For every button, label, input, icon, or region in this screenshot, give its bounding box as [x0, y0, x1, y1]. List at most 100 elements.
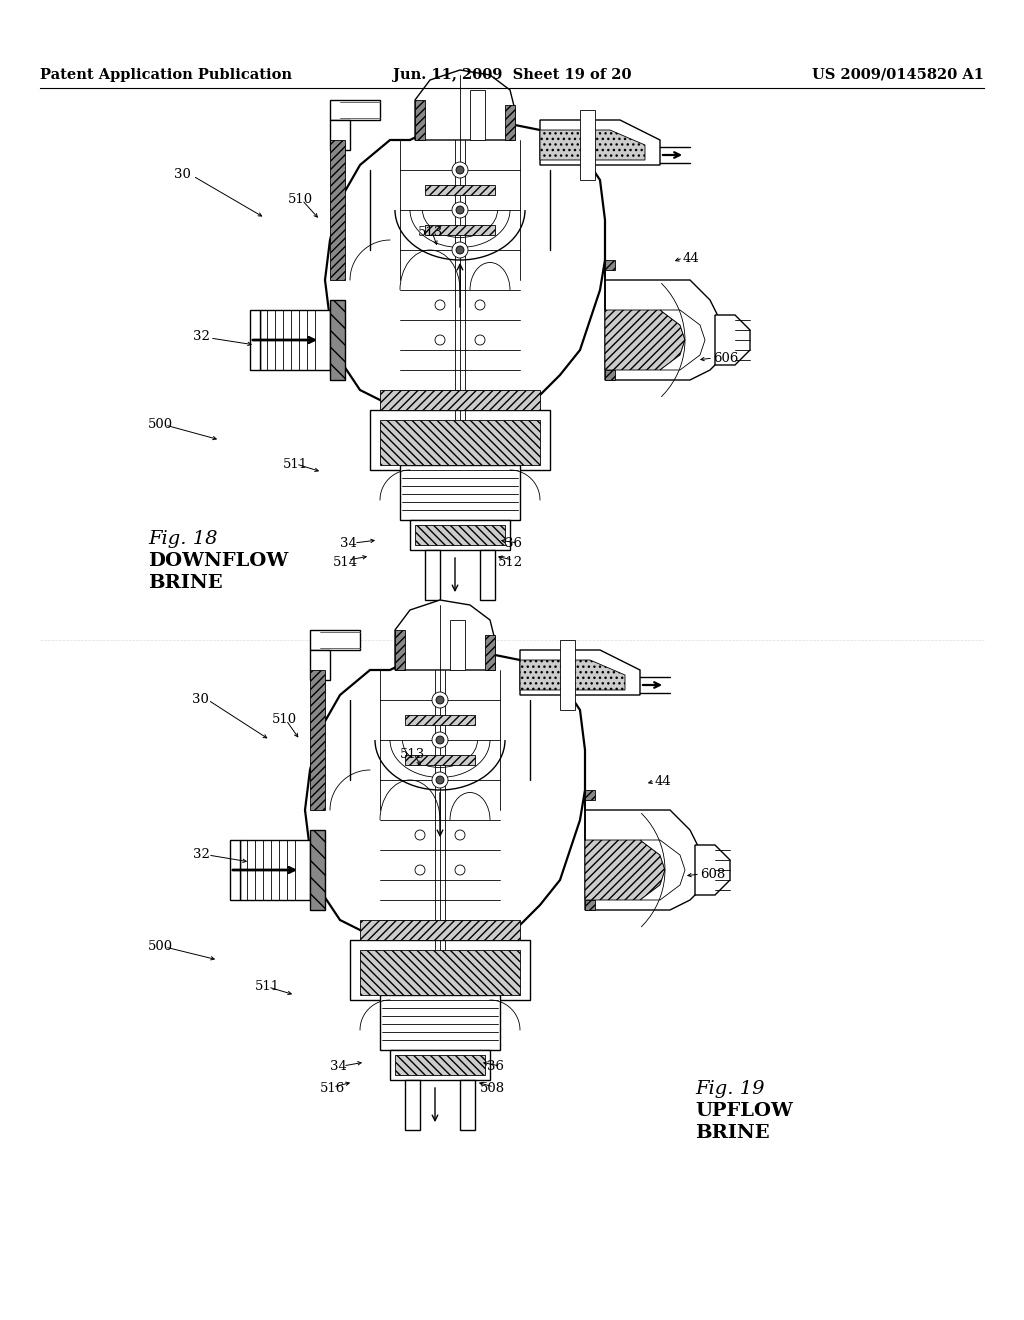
Text: 36: 36: [505, 537, 522, 550]
Polygon shape: [395, 630, 406, 671]
Polygon shape: [605, 260, 720, 380]
Circle shape: [432, 772, 449, 788]
Polygon shape: [450, 620, 465, 671]
Text: 500: 500: [148, 940, 173, 953]
Polygon shape: [640, 840, 685, 900]
Polygon shape: [415, 100, 425, 140]
Polygon shape: [540, 129, 645, 160]
Polygon shape: [395, 601, 495, 671]
Text: Fig. 19: Fig. 19: [695, 1080, 765, 1098]
Polygon shape: [585, 800, 665, 900]
Polygon shape: [560, 640, 575, 710]
Circle shape: [432, 692, 449, 708]
Text: 44: 44: [683, 252, 699, 265]
Text: 510: 510: [288, 193, 313, 206]
Polygon shape: [310, 830, 325, 909]
Polygon shape: [715, 315, 750, 366]
Polygon shape: [406, 715, 475, 725]
Polygon shape: [380, 420, 540, 465]
Circle shape: [436, 737, 444, 744]
Polygon shape: [330, 140, 345, 280]
Text: 510: 510: [272, 713, 297, 726]
Polygon shape: [360, 950, 520, 995]
Text: 44: 44: [655, 775, 672, 788]
Polygon shape: [330, 100, 380, 120]
Polygon shape: [406, 1080, 420, 1130]
Text: 513: 513: [418, 226, 443, 239]
Polygon shape: [305, 649, 585, 950]
Polygon shape: [660, 310, 705, 370]
Polygon shape: [460, 1080, 475, 1130]
Text: 516: 516: [319, 1082, 345, 1096]
Polygon shape: [240, 840, 310, 900]
Polygon shape: [425, 550, 440, 601]
Text: 513: 513: [400, 748, 425, 762]
Polygon shape: [250, 310, 260, 370]
Polygon shape: [585, 789, 595, 800]
Text: 511: 511: [283, 458, 308, 471]
Polygon shape: [380, 389, 540, 411]
Circle shape: [415, 865, 425, 875]
Circle shape: [436, 696, 444, 704]
Text: 32: 32: [193, 330, 210, 343]
Circle shape: [455, 865, 465, 875]
Polygon shape: [410, 520, 510, 550]
Circle shape: [432, 733, 449, 748]
Polygon shape: [395, 1055, 485, 1074]
Polygon shape: [505, 106, 515, 140]
Text: 30: 30: [193, 693, 209, 706]
Polygon shape: [605, 260, 615, 271]
Circle shape: [452, 162, 468, 178]
Text: DOWNFLOW
BRINE: DOWNFLOW BRINE: [148, 552, 288, 593]
Polygon shape: [585, 789, 700, 909]
Polygon shape: [520, 660, 625, 690]
Polygon shape: [585, 900, 595, 909]
Polygon shape: [330, 120, 350, 150]
Text: 608: 608: [700, 869, 725, 880]
Text: 514: 514: [333, 556, 358, 569]
Polygon shape: [480, 550, 495, 601]
Circle shape: [435, 300, 445, 310]
Text: 32: 32: [193, 847, 210, 861]
Circle shape: [456, 246, 464, 253]
Polygon shape: [390, 1049, 490, 1080]
Polygon shape: [540, 120, 660, 165]
Circle shape: [415, 830, 425, 840]
Text: 34: 34: [330, 1060, 347, 1073]
Polygon shape: [260, 310, 330, 370]
Text: 34: 34: [340, 537, 357, 550]
Circle shape: [456, 166, 464, 174]
Polygon shape: [310, 671, 325, 810]
Text: US 2009/0145820 A1: US 2009/0145820 A1: [812, 69, 984, 82]
Polygon shape: [370, 411, 550, 470]
Circle shape: [452, 202, 468, 218]
Text: 508: 508: [480, 1082, 505, 1096]
Text: 30: 30: [174, 168, 190, 181]
Circle shape: [475, 335, 485, 345]
Polygon shape: [350, 940, 530, 1001]
Text: 500: 500: [148, 418, 173, 432]
Polygon shape: [330, 300, 345, 380]
Polygon shape: [380, 995, 500, 1049]
Polygon shape: [360, 920, 520, 940]
Text: Patent Application Publication: Patent Application Publication: [40, 69, 292, 82]
Polygon shape: [310, 630, 360, 649]
Polygon shape: [310, 649, 330, 680]
Polygon shape: [230, 840, 240, 900]
Polygon shape: [605, 370, 615, 380]
Polygon shape: [580, 110, 595, 180]
Polygon shape: [425, 224, 495, 235]
Text: 511: 511: [255, 979, 281, 993]
Polygon shape: [485, 635, 495, 671]
Text: 36: 36: [487, 1060, 504, 1073]
Polygon shape: [470, 90, 485, 140]
Text: 512: 512: [498, 556, 523, 569]
Polygon shape: [406, 755, 475, 766]
Polygon shape: [605, 271, 685, 370]
Circle shape: [456, 206, 464, 214]
Polygon shape: [400, 465, 520, 520]
Polygon shape: [695, 845, 730, 895]
Polygon shape: [520, 649, 640, 696]
Polygon shape: [325, 120, 605, 420]
Polygon shape: [415, 70, 515, 140]
